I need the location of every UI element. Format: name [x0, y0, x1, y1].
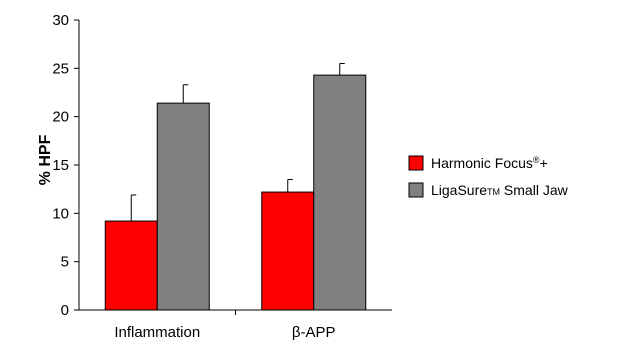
- bar-ligasure-0: [156, 102, 210, 311]
- legend: Harmonic Focus®+ LigaSureTM Small Jaw: [408, 155, 569, 198]
- bar-ligasure-1: [313, 74, 367, 311]
- y-tick-label: 10: [52, 205, 69, 222]
- y-axis-title: % HPF: [37, 134, 54, 185]
- legend-swatch-ligasure: [408, 182, 424, 198]
- bar-harmonic-focus-1: [261, 191, 315, 311]
- legend-swatch-harmonic-focus: [408, 155, 424, 171]
- x-tick-label: β-APP: [292, 324, 336, 341]
- x-tick-label: Inflammation: [114, 324, 200, 341]
- y-tick-label: 0: [61, 302, 69, 319]
- y-tick-label: 25: [52, 60, 69, 77]
- legend-label-ligasure: LigaSureTM Small Jaw: [431, 182, 569, 198]
- plot-area: 0 5 10 15 20 25 30 Inflammation β-APP: [52, 12, 392, 341]
- y-tick-label: 15: [52, 157, 69, 174]
- bar-harmonic-focus-0: [104, 220, 158, 311]
- legend-label-harmonic-focus: Harmonic Focus®+: [431, 155, 548, 171]
- y-tick-label: 30: [52, 12, 69, 29]
- y-tick-label: 20: [52, 109, 69, 126]
- y-tick-label: 5: [61, 254, 69, 271]
